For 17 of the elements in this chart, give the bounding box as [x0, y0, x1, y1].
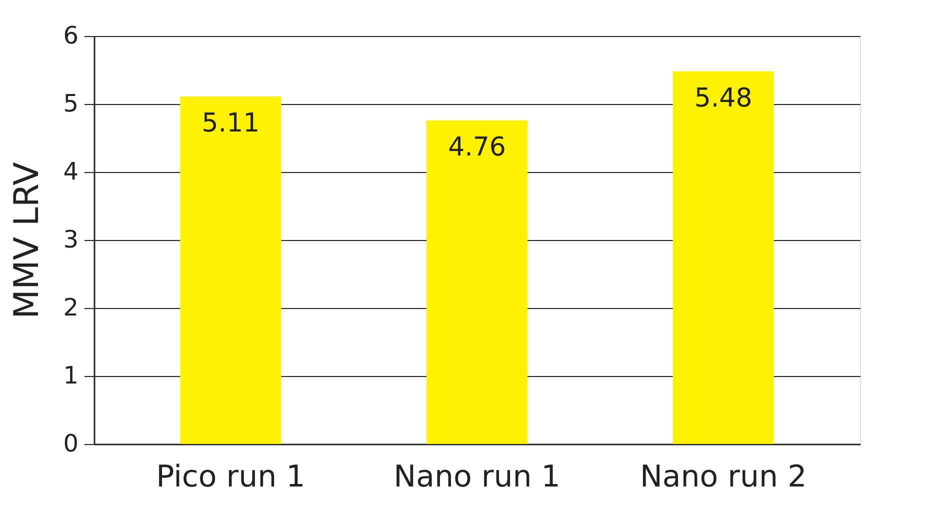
- bar: [180, 96, 282, 444]
- data-label: 5.48: [694, 83, 752, 114]
- y-tick-label: 5: [63, 90, 78, 118]
- y-tick-label: 3: [63, 226, 78, 254]
- y-tick-label: 6: [63, 22, 78, 50]
- bar: [426, 120, 528, 444]
- y-axis-title: MMV LRV: [7, 162, 48, 319]
- y-tick-label: 4: [63, 158, 78, 186]
- y-tick-label: 2: [63, 294, 78, 322]
- y-tick-label: 0: [63, 430, 78, 458]
- y-tick-label: 1: [63, 362, 78, 390]
- data-label: 5.11: [202, 108, 260, 139]
- x-tick-label: Nano run 2: [640, 460, 807, 494]
- data-label: 4.76: [448, 132, 506, 162]
- x-tick-label: Pico run 1: [156, 460, 306, 494]
- x-tick-label: Nano run 1: [394, 460, 560, 494]
- bar: [672, 71, 774, 444]
